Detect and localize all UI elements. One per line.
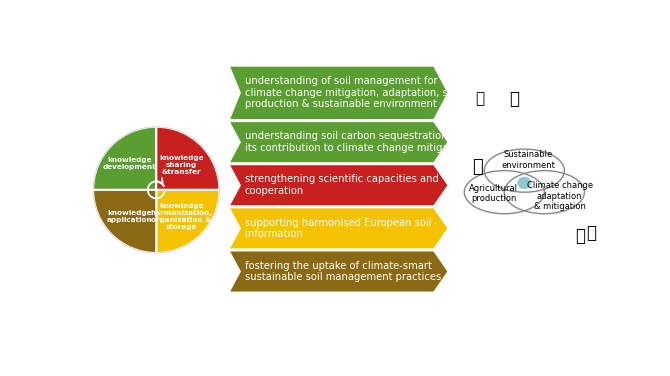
Ellipse shape [517,177,531,189]
Wedge shape [93,127,156,190]
Text: strengthening scientific capacities and
cooperation: strengthening scientific capacities and … [245,174,439,196]
Text: fostering the uptake of climate-smart
sustainable soil management practices: fostering the uptake of climate-smart su… [245,261,441,282]
Text: 🌡: 🌡 [575,227,585,245]
Polygon shape [230,208,448,249]
Text: knowledge
harmonization,
organization &
storage: knowledge harmonization, organization & … [151,203,212,230]
Polygon shape [230,252,448,291]
Wedge shape [93,190,156,253]
Text: 🌍: 🌍 [586,224,596,242]
Polygon shape [230,165,448,205]
Text: 🌱: 🌱 [472,158,482,176]
Text: 🐛: 🐛 [475,91,484,106]
Text: supporting harmonised European soil
information: supporting harmonised European soil info… [245,218,431,239]
Text: Sustainable
environment: Sustainable environment [501,150,555,170]
Text: 🌿: 🌿 [509,90,519,108]
Text: knowledge
sharing
&transfer: knowledge sharing &transfer [159,155,204,174]
Wedge shape [156,190,219,253]
Polygon shape [230,67,448,119]
Text: knowledge
development: knowledge development [103,157,157,170]
Text: knowledge
application: knowledge application [107,210,153,223]
Text: Climate change
adaptation
& mitigation: Climate change adaptation & mitigation [527,181,593,211]
Text: understanding soil carbon sequestration and
its contribution to climate change m: understanding soil carbon sequestration … [245,131,469,153]
Text: understanding of soil management for
climate change mitigation, adaptation, sust: understanding of soil management for cli… [245,76,463,109]
Polygon shape [230,122,448,162]
Wedge shape [156,127,219,190]
Text: Agricultural
production: Agricultural production [469,184,518,203]
